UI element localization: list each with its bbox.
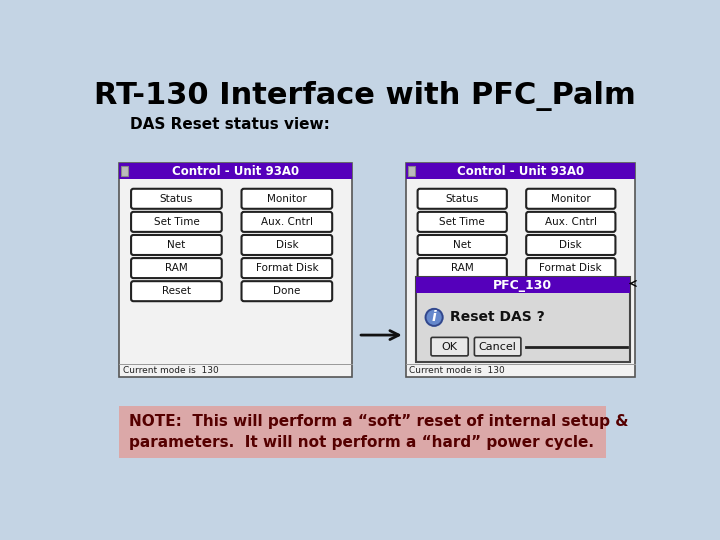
FancyBboxPatch shape	[474, 338, 521, 356]
Text: Aux. Cntrl: Aux. Cntrl	[261, 217, 313, 227]
Text: RT-130 Interface with PFC_Palm: RT-130 Interface with PFC_Palm	[94, 80, 636, 111]
Text: Control - Unit 93A0: Control - Unit 93A0	[457, 165, 584, 178]
Text: Set Time: Set Time	[439, 217, 485, 227]
FancyBboxPatch shape	[418, 212, 507, 232]
Text: Reset: Reset	[162, 286, 191, 296]
FancyBboxPatch shape	[241, 212, 332, 232]
Text: Format Disk: Format Disk	[256, 263, 318, 273]
Text: Net: Net	[453, 240, 472, 250]
Text: Disk: Disk	[276, 240, 298, 250]
FancyBboxPatch shape	[526, 235, 616, 255]
FancyBboxPatch shape	[528, 284, 613, 299]
FancyBboxPatch shape	[406, 164, 635, 179]
Text: NOTE:  This will perform a “soft” reset of internal setup &: NOTE: This will perform a “soft” reset o…	[129, 414, 629, 429]
Text: Reset: Reset	[448, 286, 477, 296]
Text: Cancel: Cancel	[479, 342, 516, 352]
FancyBboxPatch shape	[415, 278, 630, 362]
FancyBboxPatch shape	[241, 258, 332, 278]
FancyBboxPatch shape	[431, 338, 468, 356]
FancyBboxPatch shape	[131, 212, 222, 232]
FancyBboxPatch shape	[131, 189, 222, 209]
Text: Monitor: Monitor	[551, 194, 590, 204]
Text: parameters.  It will not perform a “hard” power cycle.: parameters. It will not perform a “hard”…	[129, 435, 594, 450]
Text: Current mode is  130: Current mode is 130	[409, 366, 505, 375]
Text: Disk: Disk	[559, 240, 582, 250]
FancyBboxPatch shape	[131, 281, 222, 301]
Text: RAM: RAM	[451, 263, 474, 273]
Text: Monitor: Monitor	[267, 194, 307, 204]
FancyBboxPatch shape	[241, 281, 332, 301]
FancyBboxPatch shape	[415, 278, 630, 293]
Text: PFC_130: PFC_130	[493, 279, 552, 292]
FancyBboxPatch shape	[418, 235, 507, 255]
Text: Format Disk: Format Disk	[539, 263, 602, 273]
Text: Status: Status	[160, 194, 193, 204]
FancyBboxPatch shape	[120, 164, 352, 377]
FancyBboxPatch shape	[120, 406, 606, 458]
FancyBboxPatch shape	[241, 189, 332, 209]
Text: DAS Reset status view:: DAS Reset status view:	[130, 117, 330, 132]
FancyBboxPatch shape	[131, 258, 222, 278]
FancyBboxPatch shape	[121, 166, 128, 177]
FancyBboxPatch shape	[418, 281, 507, 301]
Circle shape	[426, 309, 443, 326]
FancyBboxPatch shape	[131, 235, 222, 255]
FancyBboxPatch shape	[526, 258, 616, 278]
FancyBboxPatch shape	[418, 258, 507, 278]
Text: Reset DAS ?: Reset DAS ?	[449, 310, 544, 325]
FancyBboxPatch shape	[418, 189, 507, 209]
Text: Done: Done	[273, 286, 300, 296]
FancyBboxPatch shape	[241, 235, 332, 255]
Text: OK: OK	[441, 342, 458, 352]
Text: Done: Done	[557, 286, 585, 296]
Text: Current mode is  130: Current mode is 130	[122, 366, 218, 375]
FancyBboxPatch shape	[526, 189, 616, 209]
FancyBboxPatch shape	[408, 166, 415, 177]
Text: Set Time: Set Time	[153, 217, 199, 227]
FancyBboxPatch shape	[406, 164, 635, 377]
Text: RAM: RAM	[165, 263, 188, 273]
Text: Aux. Cntrl: Aux. Cntrl	[545, 217, 597, 227]
Text: Net: Net	[167, 240, 186, 250]
FancyBboxPatch shape	[120, 164, 352, 179]
Text: Control - Unit 93A0: Control - Unit 93A0	[172, 165, 300, 178]
Text: i: i	[432, 310, 436, 325]
Text: Status: Status	[446, 194, 479, 204]
FancyBboxPatch shape	[526, 212, 616, 232]
